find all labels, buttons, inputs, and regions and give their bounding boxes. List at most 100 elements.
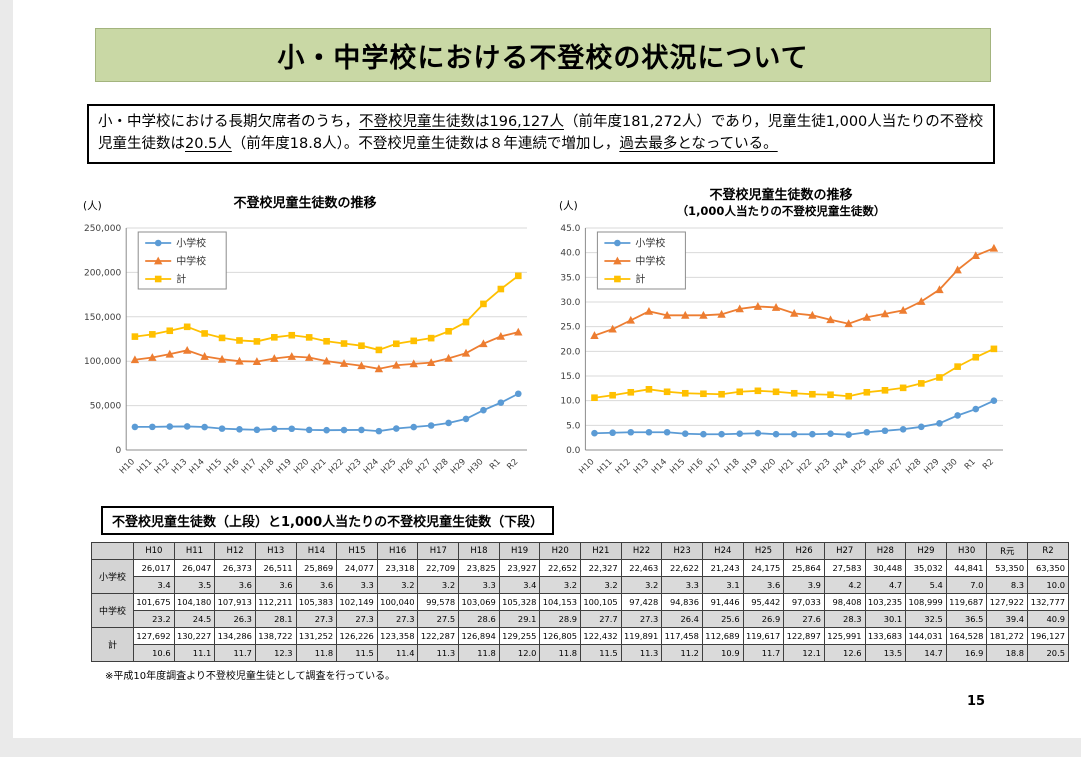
y-tick-label: 200,000 <box>84 268 121 278</box>
data-point <box>954 363 961 370</box>
data-point <box>374 364 384 373</box>
y-tick-label: 150,000 <box>84 313 121 323</box>
data-point <box>165 349 174 358</box>
y-axis-unit-label: (人) <box>83 200 102 212</box>
y-tick-label: 5.0 <box>566 421 581 431</box>
data-point <box>681 430 689 438</box>
legend-label: 計 <box>635 273 645 286</box>
chart-rates: (人) 不登校児童生徒数の推移 （1,000人当たりの不登校児童生徒数） 0.0… <box>551 184 1011 494</box>
x-tick-label: H13 <box>170 457 189 476</box>
legend-label: 計 <box>176 273 186 286</box>
rate-cell: 12.0 <box>498 644 541 662</box>
data-point <box>845 392 852 400</box>
count-cell: 129,255 <box>498 627 541 645</box>
count-cell: 123,358 <box>376 627 419 645</box>
data-point <box>863 428 871 436</box>
rate-cell: 10.9 <box>701 644 744 662</box>
data-point <box>662 310 672 319</box>
data-point <box>497 399 505 406</box>
data-point <box>444 353 453 362</box>
data-point <box>410 423 418 431</box>
data-point <box>410 337 418 345</box>
rate-cell: 12.3 <box>254 644 297 662</box>
count-cell: 94,836 <box>661 593 703 611</box>
data-point <box>392 360 401 369</box>
data-point <box>200 352 209 360</box>
table-header-cell: H25 <box>742 542 785 560</box>
count-cell: 24,077 <box>336 559 378 577</box>
legend-label: 小学校 <box>635 237 665 250</box>
data-point <box>627 388 635 396</box>
count-cell: 26,511 <box>254 559 297 577</box>
rate-cell: 27.6 <box>783 610 825 628</box>
table-header-cell: R2 <box>1027 542 1069 560</box>
line-chart-counts: 050,000100,000150,000200,000250,000H10H1… <box>84 224 527 476</box>
data-point <box>989 243 999 252</box>
x-tick-label: H22 <box>327 457 346 476</box>
rate-cell: 4.7 <box>864 576 907 594</box>
page-title: 小・中学校における不登校の状況について <box>277 42 809 74</box>
x-tick-label: H21 <box>777 457 796 476</box>
x-tick-label: H20 <box>292 457 311 476</box>
count-cell: 127,922 <box>986 593 1029 611</box>
data-point <box>252 357 262 365</box>
rate-cell: 3.6 <box>254 576 297 594</box>
summary-text: 小・中学校における長期欠席者のうち，不登校児童生徒数は196,127人（前年度1… <box>98 114 983 152</box>
data-point <box>375 346 383 354</box>
data-point <box>270 354 279 362</box>
count-cell: 23,825 <box>458 559 500 577</box>
data-point <box>305 334 313 341</box>
data-point <box>935 285 944 294</box>
count-cell: 26,373 <box>214 559 256 577</box>
x-tick-label: R1 <box>963 457 978 472</box>
summary-underlined-text: 過去最多となっている。 <box>619 135 778 152</box>
data-point <box>609 391 616 399</box>
x-tick-label: H15 <box>205 457 224 476</box>
rate-cell: 27.3 <box>620 610 663 628</box>
rate-cell: 26.3 <box>214 610 256 628</box>
x-tick-label: H11 <box>135 457 154 476</box>
data-point <box>718 390 725 398</box>
count-cell: 25,864 <box>783 559 825 577</box>
count-cell: 26,017 <box>133 559 175 577</box>
data-point <box>736 430 744 438</box>
count-cell: 164,528 <box>945 627 988 645</box>
y-tick-label: 10.0 <box>560 397 580 407</box>
count-cell: 22,709 <box>417 559 460 577</box>
x-tick-label: H21 <box>309 457 328 476</box>
data-point <box>149 331 156 338</box>
data-point <box>358 426 365 434</box>
summary-text-segment: 小・中学校における長期欠席者のうち， <box>98 114 359 130</box>
table-header-cell: H16 <box>376 542 419 560</box>
rate-cell: 25.6 <box>701 610 744 628</box>
data-point <box>772 388 780 396</box>
count-cell: 144,031 <box>905 627 947 645</box>
rate-cell: 8.3 <box>986 576 1029 594</box>
data-point <box>917 297 926 305</box>
data-point <box>183 423 191 430</box>
summary-text-segment: （前年度18.8人）。不登校児童生徒数は８年連続で増加し， <box>231 135 620 152</box>
rate-cell: 11.4 <box>376 644 419 662</box>
rate-cell: 26.4 <box>661 610 703 628</box>
count-cell: 21,243 <box>701 559 744 577</box>
data-point <box>514 272 522 280</box>
count-cell: 196,127 <box>1027 627 1069 645</box>
data-point <box>936 420 943 427</box>
data-point <box>735 304 744 313</box>
count-cell: 122,287 <box>417 627 460 645</box>
rate-cell: 3.2 <box>376 576 419 594</box>
series-line <box>134 392 519 433</box>
page-number: 15 <box>967 694 986 709</box>
rate-cell: 20.5 <box>1027 644 1069 662</box>
legend-marker <box>614 275 621 283</box>
count-cell: 105,383 <box>295 593 338 611</box>
count-cell: 30,448 <box>864 559 907 577</box>
rate-cell: 11.8 <box>539 644 582 662</box>
data-point <box>809 390 816 398</box>
rate-cell: 11.7 <box>742 644 785 662</box>
rate-cell: 16.9 <box>945 644 988 662</box>
data-point <box>990 397 998 404</box>
rate-cell: 36.5 <box>945 610 988 628</box>
count-cell: 134,286 <box>214 627 256 645</box>
rate-cell: 11.5 <box>336 644 378 662</box>
